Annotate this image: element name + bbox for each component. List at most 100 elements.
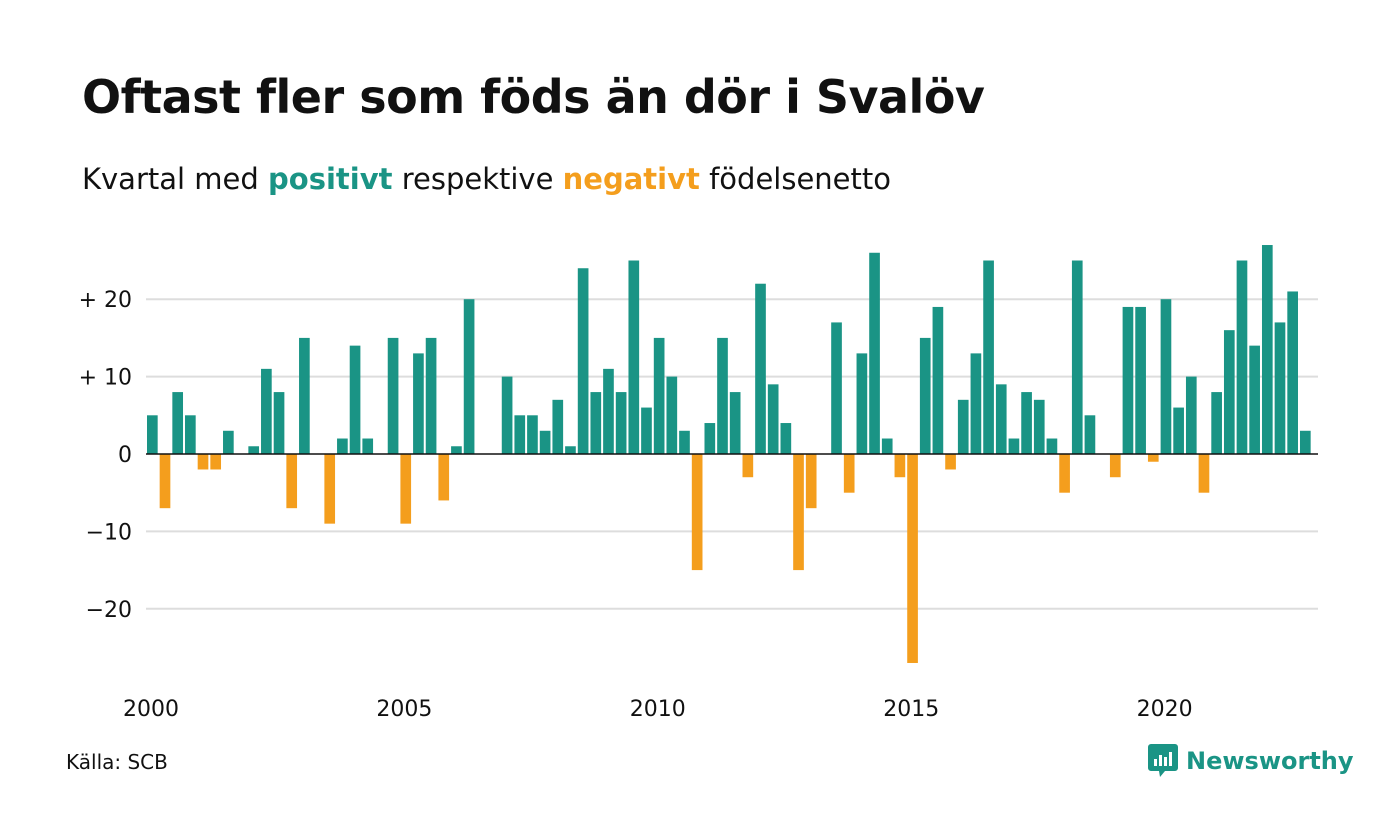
bar [286,454,298,509]
bar [742,454,754,478]
bar [856,353,868,454]
y-tick-label: + 20 [79,288,132,313]
bar [1236,260,1248,454]
bar [1059,454,1070,493]
bar [831,322,842,454]
bar [1173,407,1184,454]
grid-lines [146,298,1318,610]
subtitle-middle: respektive [392,162,563,196]
bar [1287,291,1298,454]
y-tick-label: −10 [86,520,132,545]
bar [780,423,792,454]
bar [755,283,766,454]
bar [1249,345,1260,454]
bar [1122,306,1134,454]
bar [679,430,690,454]
bar [514,415,526,454]
bar [552,399,564,454]
x-tick-label: 2020 [1137,697,1193,722]
bar [565,446,576,454]
bar [197,454,209,470]
bar [1299,430,1311,454]
bar [324,454,336,524]
bar [1211,392,1222,454]
y-tick-label: + 10 [79,366,132,391]
bar [1223,330,1235,454]
x-tick-label: 2000 [123,697,179,722]
bar [843,454,855,493]
bar [932,306,944,454]
x-tick-label: 2010 [630,697,686,722]
bar [1109,454,1121,478]
bar [223,430,234,454]
bar [995,384,1007,454]
bar [210,454,222,470]
bar [159,454,171,509]
bar [653,337,665,454]
bar [185,415,196,454]
bar [691,454,703,571]
bar [387,337,399,454]
bar [869,252,880,454]
y-tick-label: −20 [86,598,132,623]
bar [717,337,728,454]
bar [1147,454,1159,462]
bar [248,446,260,454]
bar [805,454,817,509]
bar [919,337,931,454]
bar [1084,415,1096,454]
y-tick-label: 0 [118,443,132,468]
bar [641,407,652,454]
bar [577,268,589,454]
axes: + 20 + 10 0 −10 −20 2000 2005 2010 2015 2020 [79,288,1318,722]
bar [615,392,627,454]
bar [590,392,602,454]
brand-name: Newsworthy [1186,747,1354,775]
bar [1135,306,1146,454]
chart-title: Oftast fler som föds än dör i Svalöv [82,70,985,124]
bar [147,415,158,454]
x-tick-label: 2005 [376,697,432,722]
bar [970,353,982,454]
bar [400,454,412,524]
bar [1021,392,1032,454]
bar [261,368,272,454]
bar [1198,454,1210,493]
bar [957,399,969,454]
bar [299,337,310,454]
bar [1046,438,1058,454]
bar [881,438,893,454]
bar [1008,438,1020,454]
bar [1160,299,1172,454]
bar [451,446,462,454]
bar [1185,376,1197,454]
x-tick-label: 2015 [883,697,939,722]
bar [1274,322,1286,454]
bars [147,245,1311,663]
bar [413,353,424,454]
bar [273,392,285,454]
bar [983,260,994,454]
bar [793,454,804,571]
chart-subtitle: Kvartal med positivt respektive negativt… [82,162,891,196]
source-note: Källa: SCB [66,750,168,774]
bar [527,415,538,454]
bar [666,376,678,454]
bar [172,392,184,454]
bar [438,454,450,501]
bar [425,337,437,454]
bar [704,423,716,454]
bar [945,454,956,470]
bar [463,299,475,454]
bar [362,438,374,454]
bar [767,384,779,454]
subtitle-positive-word: positivt [268,162,393,196]
bar [1033,399,1045,454]
subtitle-suffix: födelsenetto [699,162,891,196]
bar [628,260,640,454]
newsworthy-logo-icon [1148,744,1178,777]
bar [603,368,614,454]
bar [729,392,741,454]
bar [1071,260,1083,454]
